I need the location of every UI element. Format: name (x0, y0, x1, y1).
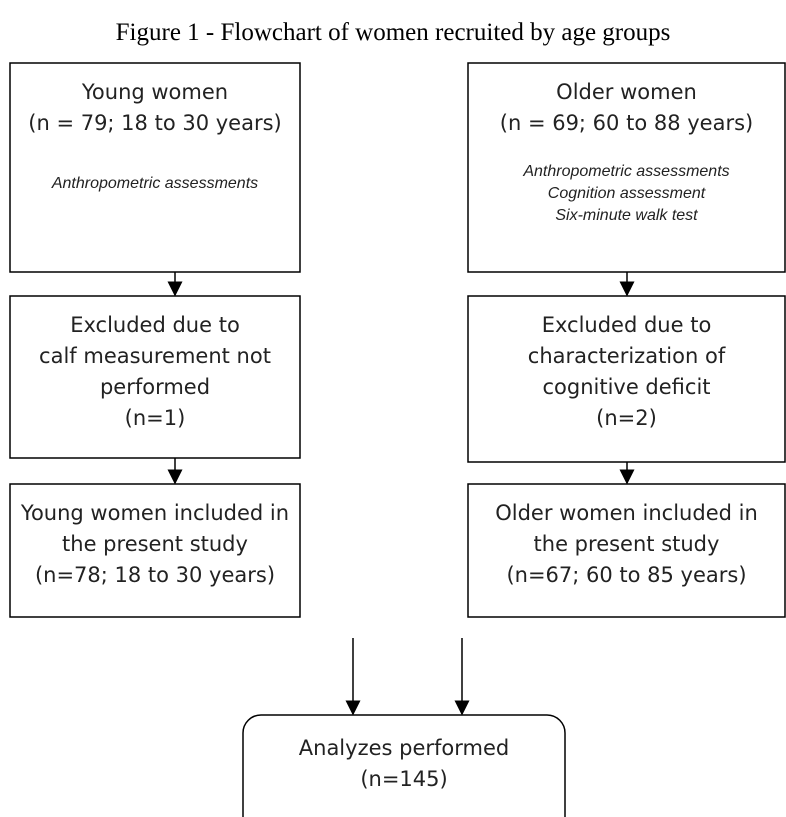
arrows (167, 272, 635, 716)
node-line: Older women (556, 80, 697, 104)
node-box (242, 714, 566, 817)
title: Figure 1 - Flowchart of women recruited … (116, 19, 671, 46)
node-line: (n=145) (360, 767, 447, 791)
node-note: Cognition assessment (548, 185, 706, 202)
node-line: (n = 79; 18 to 30 years) (28, 111, 281, 135)
node: Excluded due to calf measurement not perfo… (9, 295, 301, 459)
node-box (467, 295, 786, 463)
node-line: Older women included in (495, 501, 758, 525)
node-note: Six-minute walk test (555, 207, 698, 224)
node-box (467, 483, 786, 618)
node-box (467, 62, 786, 273)
node: Analyzes performed (n=145) (242, 714, 566, 817)
node-box (9, 295, 301, 459)
node-line: the present study (534, 532, 720, 556)
node-line: Excluded due to (542, 313, 712, 337)
node-line: (n = 69; 60 to 88 years) (500, 111, 753, 135)
node-line: (n=2) (596, 406, 657, 430)
node-box (9, 483, 301, 618)
node-line: (n=67; 60 to 85 years) (506, 563, 746, 587)
node: Older women (n = 69; 60 to 88 years) Anthr… (467, 62, 786, 273)
node: Young women included in the present study… (9, 483, 301, 618)
node-note: Anthropometric assessments (522, 163, 729, 180)
node-line: Young women (81, 80, 228, 104)
node: Excluded due to characterization of cognit… (467, 295, 786, 463)
node-line: Excluded due to (70, 313, 240, 337)
node-line: Young women included in (20, 501, 289, 525)
node-line: characterization of (528, 344, 726, 368)
node-line: calf measurement not (39, 344, 271, 368)
node-line: Analyzes performed (299, 736, 509, 760)
node: Young women (n = 79; 18 to 30 years) Anthr… (9, 62, 301, 273)
node-line: (n=78; 18 to 30 years) (35, 563, 275, 587)
node-line: the present study (62, 532, 248, 556)
node-line: performed (100, 375, 210, 399)
node-line: cognitive deficit (542, 375, 710, 399)
node: Older women included in the present study… (467, 483, 786, 618)
node-note: Anthropometric assessments (51, 175, 258, 192)
node-box (9, 62, 301, 273)
node-line: (n=1) (125, 406, 186, 430)
